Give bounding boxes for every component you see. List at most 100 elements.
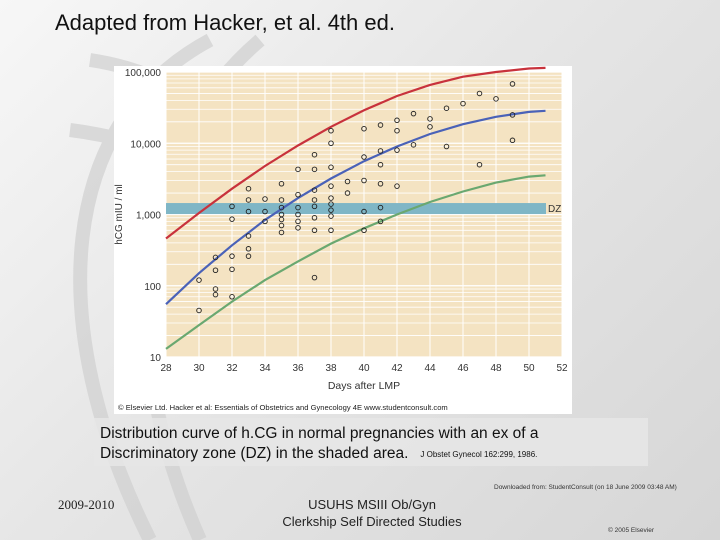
caption-line-1: Distribution curve of h.CG in normal pre… xyxy=(100,425,539,442)
data-point xyxy=(245,246,252,252)
y-tick-label: 10 xyxy=(150,353,162,364)
footer-center: USUHS MSIII Ob/Gyn Clerkship Self Direct… xyxy=(258,496,486,530)
data-point xyxy=(245,233,252,239)
x-tick-label: 40 xyxy=(358,363,370,374)
data-point xyxy=(328,227,334,234)
data-point xyxy=(328,183,334,189)
data-point xyxy=(361,177,367,184)
data-point xyxy=(295,211,301,218)
x-tick-label: 34 xyxy=(259,363,271,374)
data-point xyxy=(394,147,400,153)
data-point xyxy=(460,100,466,107)
data-point xyxy=(295,225,301,231)
y-axis-label: hCG mIU / ml xyxy=(114,184,125,245)
x-tick-label: 38 xyxy=(325,363,337,374)
footer-year: 2009-2010 xyxy=(58,497,115,512)
x-tick-label: 52 xyxy=(556,363,568,374)
data-point xyxy=(476,161,483,168)
caption-line-2: Discriminatory zone (DZ) in the shaded a… xyxy=(100,445,537,463)
data-point xyxy=(245,185,252,192)
data-point xyxy=(509,137,516,144)
data-point xyxy=(328,213,334,219)
x-tick-label: 36 xyxy=(292,363,304,374)
data-point xyxy=(410,110,417,117)
data-point xyxy=(410,142,417,148)
data-point xyxy=(262,218,268,225)
x-tick-label: 32 xyxy=(226,363,238,374)
footer-center-line-1: USUHS MSIII Ob/Gyn xyxy=(308,497,436,512)
dz-label: DZ xyxy=(548,204,561,215)
data-point xyxy=(311,166,318,173)
x-tick-label: 46 xyxy=(457,363,469,374)
y-tick-label: 100,000 xyxy=(125,68,162,79)
downloaded-note: Downloaded from: StudentConsult (on 18 J… xyxy=(494,484,677,491)
y-tick-label: 1,000 xyxy=(136,211,161,222)
caption-reference: J Obstet Gynecol 162:299, 1986. xyxy=(420,450,538,459)
caption-box: Distribution curve of h.CG in normal pre… xyxy=(94,418,648,466)
data-point xyxy=(229,294,235,300)
data-point xyxy=(394,183,400,189)
data-point xyxy=(377,148,384,154)
data-point xyxy=(328,195,334,201)
data-point xyxy=(361,208,367,215)
data-point xyxy=(295,166,301,173)
data-point xyxy=(278,222,285,229)
data-point xyxy=(278,197,285,203)
x-tick-label: 30 xyxy=(193,363,205,374)
data-point xyxy=(229,216,235,222)
data-point xyxy=(509,81,516,87)
data-point xyxy=(328,140,334,146)
data-point xyxy=(311,197,318,203)
x-axis-label: Days after LMP xyxy=(328,380,400,392)
data-point xyxy=(328,207,334,213)
data-point xyxy=(245,208,252,215)
data-point xyxy=(295,191,301,198)
x-tick-label: 44 xyxy=(424,363,436,374)
data-point xyxy=(311,203,318,210)
upper-curve xyxy=(165,66,546,240)
data-point xyxy=(212,291,219,298)
data-point xyxy=(245,253,252,259)
data-point xyxy=(229,266,235,273)
y-tick-label: 10,000 xyxy=(130,139,161,150)
data-point xyxy=(377,181,384,187)
footer-center-line-2: Clerkship Self Directed Studies xyxy=(282,514,462,529)
data-point xyxy=(245,197,252,203)
data-point xyxy=(278,181,285,187)
data-point xyxy=(377,218,384,225)
data-point xyxy=(509,112,516,118)
data-point xyxy=(377,122,384,128)
data-point xyxy=(295,204,301,211)
data-point xyxy=(229,203,235,210)
x-tick-label: 42 xyxy=(391,363,403,374)
dz-band xyxy=(166,203,546,215)
x-tick-label: 50 xyxy=(523,363,535,374)
data-point xyxy=(394,127,400,134)
data-point xyxy=(344,178,351,185)
data-point xyxy=(196,307,202,314)
data-point xyxy=(229,253,235,259)
data-point xyxy=(377,161,384,168)
caption-line-2-text: Discriminatory zone (DZ) in the shaded a… xyxy=(100,445,409,462)
data-point xyxy=(427,116,433,122)
data-point xyxy=(278,204,285,211)
data-point xyxy=(278,216,285,223)
data-point xyxy=(262,208,268,215)
data-point xyxy=(311,227,318,234)
data-point xyxy=(427,124,433,130)
footer-copyright: © 2005 Elsevier xyxy=(608,527,654,534)
slide-title: Adapted from Hacker, et al. 4th ed. xyxy=(55,10,395,35)
data-point xyxy=(311,215,318,221)
data-point xyxy=(196,277,202,283)
data-point xyxy=(311,187,318,193)
data-point xyxy=(328,201,334,207)
data-point xyxy=(361,154,367,160)
median-curve xyxy=(165,109,546,306)
data-point xyxy=(295,218,301,225)
data-point xyxy=(377,204,384,211)
data-point xyxy=(443,143,450,150)
x-tick-label: 28 xyxy=(160,363,172,374)
data-point xyxy=(262,196,268,202)
data-point xyxy=(212,286,219,292)
